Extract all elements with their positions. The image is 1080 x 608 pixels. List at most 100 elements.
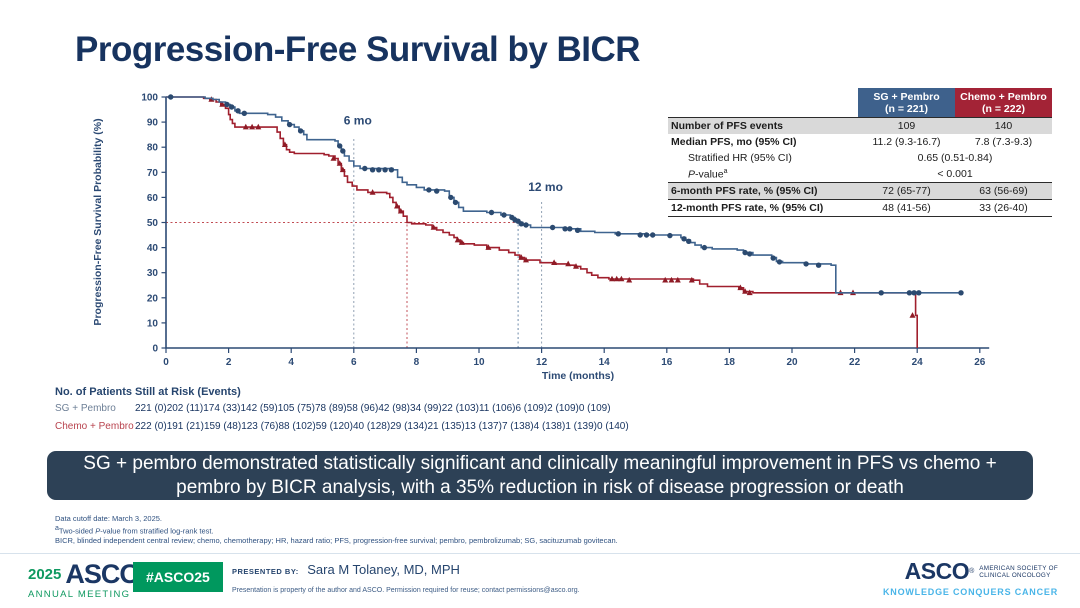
arm-name: SG + Pembro xyxy=(873,91,940,103)
censor-mark-triangle xyxy=(369,189,376,195)
at-risk-value: 34 (99) xyxy=(410,403,442,414)
at-risk-value: 21 (135) xyxy=(427,421,465,432)
stats-row-label: Median PFS, mo (95% CI) xyxy=(668,136,858,148)
at-risk-value: 191 (21) xyxy=(166,421,204,432)
censor-mark-circle xyxy=(549,224,556,231)
censor-mark-circle xyxy=(686,238,692,244)
at-risk-row: Chemo + Pembro 222 (0) 191 (21) 159 (48) 123… xyxy=(0,421,1080,435)
censor-mark-circle xyxy=(382,167,388,173)
text-segment: Number of PFS events xyxy=(671,120,784,132)
society-name: AMERICAN SOCIETY OF CLINICAL ONCOLOGY xyxy=(979,565,1058,579)
stats-value-chemo: 7.8 (7.3-9.3) xyxy=(974,136,1033,148)
arm-n: (n = 222) xyxy=(982,103,1025,115)
registered-mark-icon: ® xyxy=(969,568,975,575)
x-tick-label: 24 xyxy=(912,357,924,368)
y-tick-label: 90 xyxy=(147,118,159,129)
censor-mark-circle xyxy=(229,104,235,110)
censor-mark-triangle xyxy=(249,123,256,130)
x-tick-label: 4 xyxy=(288,357,294,368)
censor-mark-triangle xyxy=(330,155,337,161)
censor-mark-circle xyxy=(815,262,822,268)
stats-row-span-value: 0.65 (0.51-0.84) xyxy=(917,152,993,164)
footnote-line: Data cutoff date: March 3, 2025. xyxy=(55,514,618,524)
asco-brand: ASCO xyxy=(904,558,970,584)
at-risk-value: 159 (48) xyxy=(203,421,242,432)
censor-mark-circle xyxy=(488,209,495,216)
censor-mark-circle xyxy=(747,251,753,257)
stats-row: Median PFS, mo (95% CI) 11.2 (9.3-16.7) 7.… xyxy=(668,134,1052,150)
at-risk-arm-label: Chemo + Pembro xyxy=(55,421,134,432)
censor-mark-triangle xyxy=(242,123,249,130)
stats-value-chemo: 63 (56-69) xyxy=(979,185,1028,197)
text-segment: 6-month PFS rate, % (95% CI) xyxy=(671,185,818,197)
censor-mark-triangle xyxy=(336,160,343,166)
permission-note: Presentation is property of the author a… xyxy=(232,587,580,594)
censor-mark-circle xyxy=(770,255,776,261)
asco-society-logo: ASCO ® AMERICAN SOCIETY OF CLINICAL ONCOL… xyxy=(883,558,1058,597)
censor-mark-circle xyxy=(286,121,293,128)
x-tick-label: 8 xyxy=(414,357,420,368)
censor-mark-triangle xyxy=(613,275,620,282)
stats-row: P-valuea < 0.001 xyxy=(668,166,1052,182)
at-risk-value: 0 (109) xyxy=(578,403,611,414)
at-risk-value: 78 (89) xyxy=(314,403,347,414)
censor-mark-circle xyxy=(388,167,395,173)
x-axis-label: Time (months) xyxy=(542,370,614,382)
censor-mark-triangle xyxy=(626,276,633,283)
hashtag-badge: #ASCO25 xyxy=(133,562,223,592)
at-risk-value: 2 (109) xyxy=(547,403,579,414)
at-risk-value: 222 (0) xyxy=(135,421,167,432)
censor-mark-triangle xyxy=(397,207,404,214)
stats-row: 12-month PFS rate, % (95% CI) 48 (41-56) 3… xyxy=(668,199,1052,217)
at-risk-value: 6 (109) xyxy=(515,403,548,414)
censor-mark-circle xyxy=(426,187,432,193)
censor-mark-circle xyxy=(681,236,687,242)
y-tick-label: 50 xyxy=(147,218,159,229)
censor-mark-triangle xyxy=(609,275,615,282)
at-risk-value: 1 (139) xyxy=(565,421,597,432)
censor-mark-triangle xyxy=(742,288,749,294)
at-risk-value: 123 (76) xyxy=(241,421,279,432)
at-risk-value: 7 (138) xyxy=(501,421,534,432)
censor-mark-triangle xyxy=(668,276,675,283)
x-tick-label: 20 xyxy=(786,357,798,368)
censor-mark-triangle xyxy=(737,284,744,291)
stats-row-label: Number of PFS events xyxy=(668,120,858,132)
footnotes: Data cutoff date: March 3, 2025. aTwo-sid… xyxy=(55,514,618,545)
y-tick-label: 10 xyxy=(147,318,159,329)
at-risk-value: 4 (138) xyxy=(533,421,566,432)
censor-mark-circle xyxy=(958,290,964,296)
stats-row-label: Stratified HR (95% CI) xyxy=(668,152,858,164)
km-curve-chemo-pembro xyxy=(166,96,918,348)
x-tick-label: 26 xyxy=(974,357,986,368)
at-risk-title: No. of Patients Still at Risk (Events) xyxy=(55,386,241,398)
stats-value-sg: 11.2 (9.3-16.7) xyxy=(872,136,941,148)
censor-mark-circle xyxy=(241,110,247,116)
censor-mark-triangle xyxy=(551,259,558,265)
x-tick-label: 22 xyxy=(849,357,861,368)
text-segment: Data cutoff date: March 3, 2025. xyxy=(55,514,163,523)
at-risk-value: 11 (106) xyxy=(478,403,516,414)
censor-mark-triangle xyxy=(518,254,525,260)
stats-row-label: P-valuea xyxy=(668,168,858,181)
presenter-block: PRESENTED BY: Sara M Tolaney, MD, MPH Pr… xyxy=(232,561,580,594)
censor-mark-triangle xyxy=(662,276,669,283)
censor-mark-circle xyxy=(224,101,230,108)
at-risk-value: 58 (96) xyxy=(346,403,379,414)
censor-mark-circle xyxy=(742,249,748,256)
presented-by-label: PRESENTED BY: xyxy=(232,567,299,576)
censor-mark-triangle xyxy=(430,224,437,230)
censor-mark-triangle xyxy=(485,244,492,250)
footnote-line: aTwo-sided P-value from stratified log-r… xyxy=(55,524,618,536)
x-tick-label: 10 xyxy=(473,357,485,368)
x-tick-label: 14 xyxy=(599,357,611,368)
censor-mark-triangle xyxy=(219,101,226,107)
censor-mark-triangle xyxy=(394,202,400,209)
text-segment: Stratified HR (95% CI) xyxy=(688,152,792,164)
text-segment: Two-sided xyxy=(58,526,96,535)
text-segment: Median PFS, mo (95% CI) xyxy=(671,136,797,148)
censor-mark-circle xyxy=(574,227,581,233)
footnote-line: BICR, blinded independent central review… xyxy=(55,536,618,546)
